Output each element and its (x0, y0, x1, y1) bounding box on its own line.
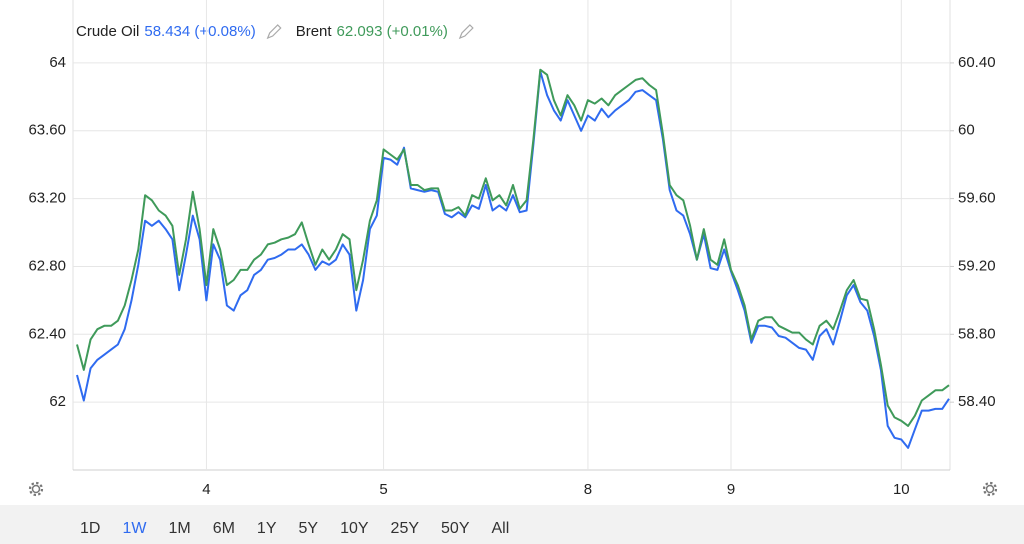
x-tick-label: 8 (584, 481, 592, 498)
legend-name[interactable]: Crude Oil (76, 23, 139, 40)
y2-tick-label: 59.60 (958, 190, 996, 207)
settings-icon-right[interactable] (982, 481, 998, 497)
range-button[interactable]: 1D (80, 520, 100, 537)
gear (28, 481, 44, 497)
range-button[interactable]: 1Y (257, 520, 277, 537)
x-tick-label: 5 (379, 481, 387, 498)
legend-quote: 58.434 (+0.08%) (144, 23, 255, 40)
range-button[interactable]: 1M (168, 520, 190, 537)
legend-name[interactable]: Brent (296, 23, 333, 40)
y-tick-label: 63.20 (28, 190, 66, 207)
series-line (76, 70, 950, 449)
range-bar (0, 505, 1024, 544)
legend-quote: 62.093 (+0.01%) (337, 23, 448, 40)
range-button[interactable]: 10Y (340, 520, 369, 537)
legend: Crude Oil 58.434 (+0.08%) Brent 62.093 (+0.… (76, 23, 474, 40)
gear-core (31, 484, 41, 494)
gear-core (985, 484, 995, 494)
range-button[interactable]: 25Y (391, 520, 420, 537)
x-tick-label: 4 (202, 481, 210, 498)
y-tick-label: 62 (49, 393, 66, 410)
range-button[interactable]: 6M (213, 520, 235, 537)
range-button[interactable]: 50Y (441, 520, 470, 537)
y2-tick-label: 58.80 (958, 325, 996, 342)
gear (982, 481, 998, 497)
y2-tick-label: 60 (958, 122, 975, 139)
y2-tick-label: 58.40 (958, 393, 996, 410)
x-tick-label: 10 (893, 481, 910, 498)
y-tick-label: 62.40 (28, 325, 66, 342)
range-button[interactable]: All (491, 520, 509, 537)
y2-tick-label: 60.40 (958, 54, 996, 71)
y-tick-label: 63.60 (28, 122, 66, 139)
series-line (76, 68, 950, 427)
settings-icon-left[interactable] (28, 481, 44, 497)
y-tick-label: 62.80 (28, 257, 66, 274)
range-selector: 1D 1W 1M 6M 1Y 5Y 10Y 25Y 50Y All (80, 520, 509, 537)
x-tick-label: 9 (727, 481, 735, 498)
edit-icon[interactable] (458, 24, 474, 40)
range-button[interactable]: 5Y (299, 520, 319, 537)
range-button[interactable]: 1W (122, 520, 147, 537)
edit-icon[interactable] (266, 24, 282, 40)
y2-tick-label: 59.20 (958, 257, 996, 274)
y-tick-label: 64 (49, 54, 66, 71)
